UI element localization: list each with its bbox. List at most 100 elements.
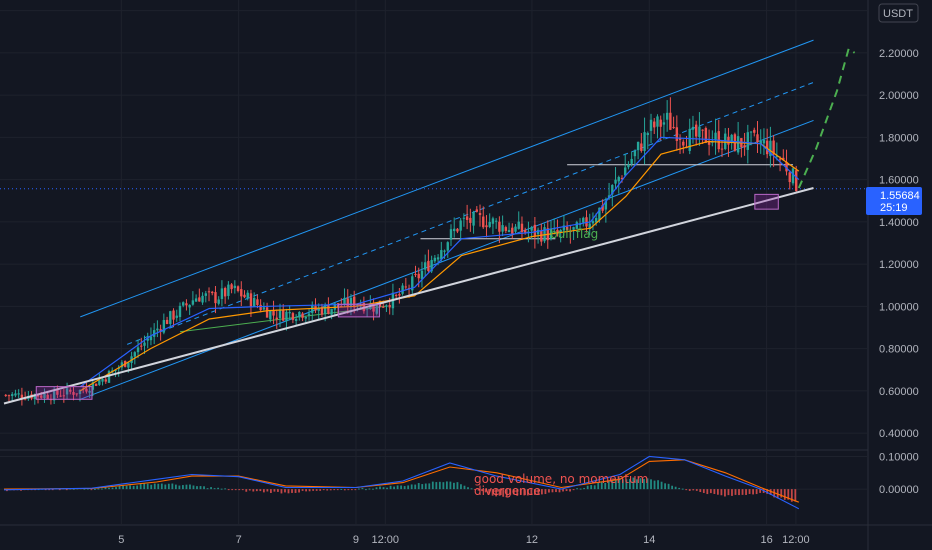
macd-histogram-bar xyxy=(266,489,269,492)
candle-body xyxy=(156,328,159,331)
indicator-axis[interactable]: 0.10000 0.00000 xyxy=(879,452,919,497)
macd-histogram-bar xyxy=(273,489,276,492)
candle-body xyxy=(646,133,649,136)
candle-body xyxy=(288,312,291,314)
candle-body xyxy=(127,362,130,368)
candle-body xyxy=(365,308,369,310)
macd-histogram-bar xyxy=(171,483,174,490)
macd-histogram-bar xyxy=(400,485,403,490)
macd-histogram-bar xyxy=(653,480,656,490)
macd-histogram-bar xyxy=(579,488,582,490)
time-tick-label: 12 xyxy=(526,534,538,546)
candle-body xyxy=(75,393,78,395)
macd-histogram-bar xyxy=(217,487,220,490)
candle-body xyxy=(101,378,104,382)
macd-histogram-bar xyxy=(51,489,54,491)
macd-histogram-bar xyxy=(745,489,747,495)
candle-body xyxy=(65,388,69,395)
candle-body xyxy=(475,209,478,212)
candle-body xyxy=(559,229,562,233)
macd-histogram-bar xyxy=(361,488,364,490)
price-tick-label: 1.00000 xyxy=(879,301,919,313)
macd-histogram-bar xyxy=(660,481,663,490)
macd-histogram-bar xyxy=(146,483,149,490)
candle-body xyxy=(43,393,46,399)
candle-body xyxy=(440,250,443,260)
macd-histogram-bar xyxy=(403,486,406,490)
overlays-layer xyxy=(3,46,856,405)
price-tick-label: 2.00000 xyxy=(879,90,919,102)
price-tick-label: 0.60000 xyxy=(879,386,919,398)
macd-histogram-bar xyxy=(629,478,631,490)
candle-body xyxy=(417,273,420,279)
macd-histogram-bar xyxy=(365,489,367,491)
macd-histogram-bar xyxy=(393,486,395,490)
price-axis[interactable]: 2.400002.200002.000001.800001.600001.400… xyxy=(879,6,919,441)
candle-body xyxy=(304,316,308,319)
macd-histogram-bar xyxy=(674,486,677,490)
candle-body xyxy=(194,298,198,302)
candle-body xyxy=(298,311,301,318)
time-axis[interactable]: 5 7 9 12:00 12 14 16 12:00 xyxy=(118,534,809,546)
macd-histogram-bar xyxy=(607,480,610,490)
candle-body xyxy=(585,217,588,227)
candle-body xyxy=(765,140,769,155)
candle-body xyxy=(78,389,82,395)
macd-histogram-bar xyxy=(139,484,142,490)
candle-body xyxy=(749,131,753,133)
candle-body xyxy=(624,167,627,176)
macd-histogram-bar xyxy=(544,489,547,495)
candle-body xyxy=(133,352,137,357)
macd-histogram-bar xyxy=(537,489,540,495)
candle-body xyxy=(120,362,124,368)
macd-histogram-bar xyxy=(245,489,248,492)
macd-histogram-bar xyxy=(108,487,110,490)
macd-histogram-bar xyxy=(357,488,360,490)
macd-histogram-bar xyxy=(206,488,209,490)
candle-body xyxy=(707,141,711,145)
candle-body xyxy=(11,394,14,396)
macd-histogram-bar xyxy=(449,481,452,490)
candle-body xyxy=(759,140,762,144)
macd-histogram-bar xyxy=(164,484,167,490)
macd-histogram-bar xyxy=(227,489,230,491)
ema-slow-line xyxy=(79,140,800,392)
candle-body xyxy=(756,134,759,143)
candle-body xyxy=(182,302,185,306)
candle-body xyxy=(575,222,579,229)
candle-body xyxy=(262,307,266,310)
macd-histogram-bar xyxy=(509,489,512,495)
macd-histogram-bar xyxy=(502,489,505,497)
candle-body xyxy=(494,220,498,222)
macd-histogram-bar xyxy=(259,489,262,492)
macd-histogram-bar xyxy=(329,489,332,491)
macd-histogram-bar xyxy=(122,485,124,490)
macd-histogram-bar xyxy=(322,489,325,491)
candle-body xyxy=(520,223,524,233)
macd-histogram-bar xyxy=(769,489,772,495)
candle-body xyxy=(198,297,201,302)
candle-body xyxy=(146,338,149,341)
candle-body xyxy=(7,395,11,397)
candle-body xyxy=(107,371,111,383)
candle-body xyxy=(517,221,520,229)
macd-histogram-bar xyxy=(614,480,617,490)
candle-body xyxy=(388,305,391,308)
macd-histogram-bar xyxy=(611,480,614,490)
candle-body xyxy=(627,164,630,168)
candle-body xyxy=(85,388,88,392)
currency-button[interactable] xyxy=(878,3,919,23)
macd-histogram-bar xyxy=(460,484,462,490)
candle-body xyxy=(294,319,298,321)
macd-histogram-bar xyxy=(379,486,381,490)
macd-histogram-bar xyxy=(343,489,346,491)
macd-histogram-bar xyxy=(657,480,659,490)
candle-body xyxy=(301,313,304,318)
macd-histogram-bar xyxy=(431,481,434,490)
macd-histogram-bar xyxy=(182,485,184,490)
candle-body xyxy=(4,394,7,396)
indicator-tick-label: 0.10000 xyxy=(879,452,919,464)
macd-histogram-bar xyxy=(688,489,691,491)
macd-histogram-bar xyxy=(340,488,343,490)
